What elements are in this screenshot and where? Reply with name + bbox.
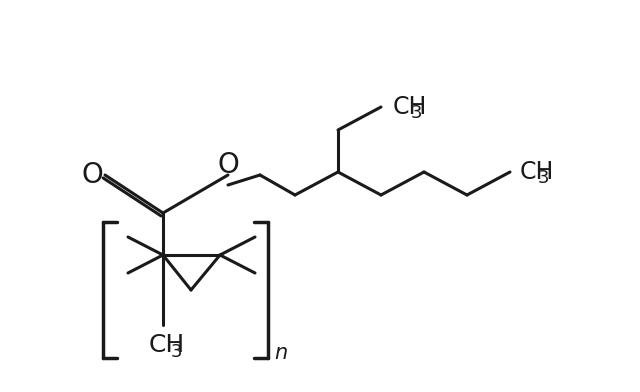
Text: n: n — [274, 343, 287, 363]
Text: O: O — [81, 161, 103, 189]
Text: CH: CH — [520, 160, 554, 184]
Text: CH: CH — [149, 333, 185, 357]
Text: 3: 3 — [538, 169, 549, 187]
Text: 3: 3 — [171, 343, 182, 361]
Text: O: O — [217, 151, 239, 179]
Text: CH: CH — [393, 95, 428, 119]
Text: 3: 3 — [411, 104, 422, 122]
